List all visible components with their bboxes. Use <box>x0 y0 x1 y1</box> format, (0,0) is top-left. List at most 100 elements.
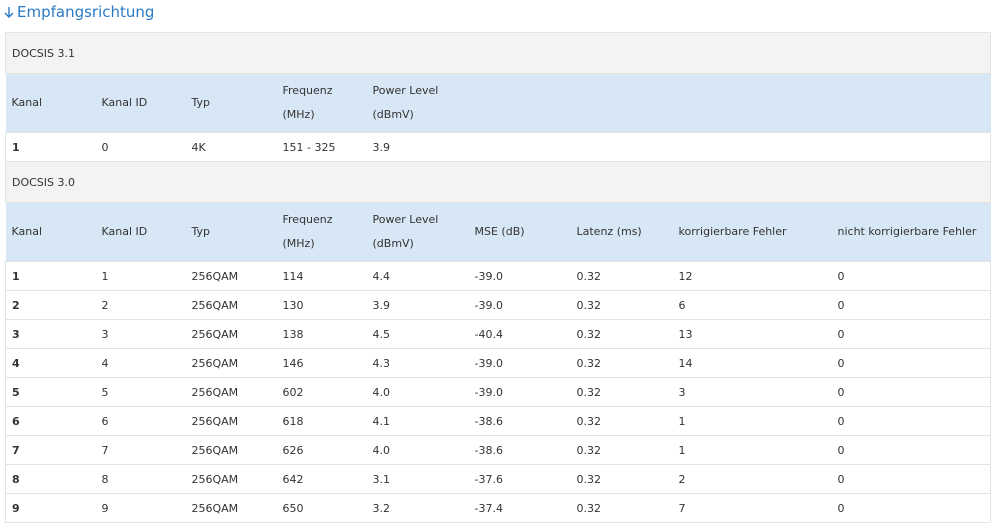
table-cell: 9 <box>95 493 186 523</box>
table-cell: -39.0 <box>468 348 571 378</box>
table-cell: -40.4 <box>468 319 571 349</box>
table-cell: 151 - 325 <box>276 132 367 162</box>
table-cell: 3 <box>5 319 96 349</box>
table-cell <box>672 132 832 162</box>
table-cell: 2 <box>672 464 832 494</box>
table-cell: 1 <box>672 406 832 436</box>
table-cell: 3 <box>672 377 832 407</box>
data-row: 5 5 256QAM 602 4.0 -39.0 0.32 3 0 <box>5 377 991 407</box>
table-cell: 1 <box>95 261 186 291</box>
table-cell: 0.32 <box>570 377 673 407</box>
table-cell: 146 <box>276 348 367 378</box>
table-cell: 3.1 <box>366 464 469 494</box>
table-cell: 7 <box>95 435 186 465</box>
column-header: Kanal <box>5 73 96 133</box>
table-cell: -39.0 <box>468 377 571 407</box>
table-cell: 0 <box>831 377 991 407</box>
column-header <box>570 73 673 133</box>
table-cell: 14 <box>672 348 832 378</box>
header-row: Kanal Kanal ID Typ Frequenz (MHz) Power Leve… <box>5 73 991 133</box>
column-header <box>672 73 832 133</box>
table-cell: 138 <box>276 319 367 349</box>
table-cell: 4.5 <box>366 319 469 349</box>
column-header: Kanal ID <box>95 73 186 133</box>
table-cell: 8 <box>95 464 186 494</box>
table-cell: 602 <box>276 377 367 407</box>
table-cell: 256QAM <box>185 406 277 436</box>
column-header: nicht korrigierbare Fehler <box>831 202 991 262</box>
channel-table: DOCSIS 3.1 Kanal Kanal ID Typ Frequenz (MHz)… <box>5 32 991 523</box>
table-cell: 618 <box>276 406 367 436</box>
table-cell: 7 <box>672 493 832 523</box>
column-header: Power Level (dBmV) <box>366 202 469 262</box>
column-header: korrigierbare Fehler <box>672 202 832 262</box>
table-cell: 626 <box>276 435 367 465</box>
data-row: 1 1 256QAM 114 4.4 -39.0 0.32 12 0 <box>5 261 991 291</box>
table-cell: 4.0 <box>366 377 469 407</box>
table-cell: 0.32 <box>570 435 673 465</box>
table-cell: 0.32 <box>570 348 673 378</box>
column-header: Typ <box>185 202 277 262</box>
table-cell: 642 <box>276 464 367 494</box>
table-cell: -39.0 <box>468 261 571 291</box>
table-cell: 1 <box>672 435 832 465</box>
table-cell: 6 <box>672 290 832 320</box>
table-cell: 9 <box>5 493 96 523</box>
table-cell: 1 <box>5 261 96 291</box>
table-cell: 256QAM <box>185 464 277 494</box>
table-cell: 0.32 <box>570 464 673 494</box>
table-cell: 12 <box>672 261 832 291</box>
table-cell: 5 <box>5 377 96 407</box>
table-cell: -38.6 <box>468 406 571 436</box>
table-cell: -39.0 <box>468 290 571 320</box>
data-row: 6 6 256QAM 618 4.1 -38.6 0.32 1 0 <box>5 406 991 436</box>
table-cell: -37.6 <box>468 464 571 494</box>
column-header: MSE (dB) <box>468 202 571 262</box>
table-cell: 8 <box>5 464 96 494</box>
table-cell: 0 <box>831 493 991 523</box>
table-cell: 0.32 <box>570 319 673 349</box>
table-cell: 3.2 <box>366 493 469 523</box>
section-heading[interactable]: Empfangsrichtung <box>4 2 154 22</box>
table-cell: 256QAM <box>185 348 277 378</box>
table-cell: 114 <box>276 261 367 291</box>
table-cell: 0 <box>831 464 991 494</box>
data-row: 7 7 256QAM 626 4.0 -38.6 0.32 1 0 <box>5 435 991 465</box>
table-cell: 256QAM <box>185 377 277 407</box>
column-header: Frequenz (MHz) <box>276 73 367 133</box>
table-cell: 4.0 <box>366 435 469 465</box>
table-cell: 7 <box>5 435 96 465</box>
column-header: Typ <box>185 73 277 133</box>
data-row: 4 4 256QAM 146 4.3 -39.0 0.32 14 0 <box>5 348 991 378</box>
table-cell: 6 <box>95 406 186 436</box>
table-cell: 0 <box>831 319 991 349</box>
heading-text: Empfangsrichtung <box>17 3 155 21</box>
column-header: Latenz (ms) <box>570 202 673 262</box>
table-cell: 0 <box>831 435 991 465</box>
table-cell: 0 <box>831 261 991 291</box>
table-cell: 3.9 <box>366 290 469 320</box>
table-cell: 256QAM <box>185 319 277 349</box>
table-cell: 650 <box>276 493 367 523</box>
column-header: Kanal ID <box>95 202 186 262</box>
table-cell: 0 <box>95 132 186 162</box>
table-cell: -37.4 <box>468 493 571 523</box>
column-header: Frequenz (MHz) <box>276 202 367 262</box>
section-row: DOCSIS 3.0 <box>5 161 991 203</box>
table-cell: 4 <box>95 348 186 378</box>
column-header: Power Level (dBmV) <box>366 73 469 133</box>
column-header: Kanal <box>5 202 96 262</box>
column-header <box>468 73 571 133</box>
table-cell: 256QAM <box>185 435 277 465</box>
table-cell: 0.32 <box>570 290 673 320</box>
table-cell: 0.32 <box>570 406 673 436</box>
data-row: 9 9 256QAM 650 3.2 -37.4 0.32 7 0 <box>5 493 991 523</box>
table-cell: 256QAM <box>185 261 277 291</box>
table-cell: 4.3 <box>366 348 469 378</box>
section-title: DOCSIS 3.0 <box>5 161 991 203</box>
section-title: DOCSIS 3.1 <box>5 32 991 74</box>
table-cell: 0.32 <box>570 261 673 291</box>
table-cell: 4 <box>5 348 96 378</box>
table-cell: 0 <box>831 290 991 320</box>
